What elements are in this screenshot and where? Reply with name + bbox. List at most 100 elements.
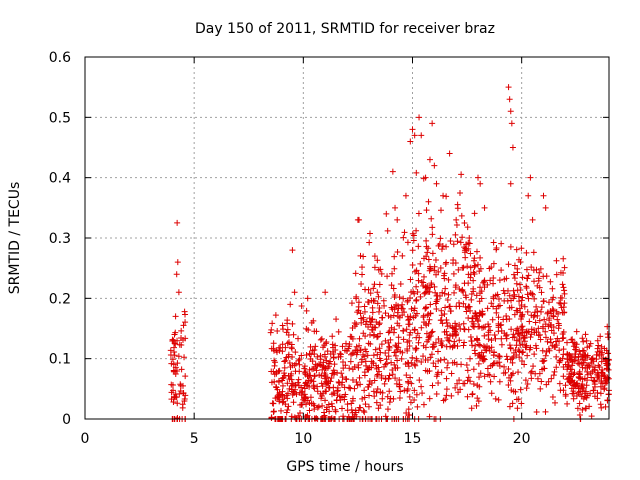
data-point: [579, 406, 586, 413]
data-point: [538, 378, 545, 385]
data-point: [373, 372, 380, 379]
data-point: [357, 252, 364, 259]
data-point: [328, 415, 335, 422]
data-point: [318, 380, 325, 387]
data-point: [413, 297, 420, 304]
data-point: [420, 312, 427, 319]
data-point: [401, 229, 408, 236]
data-point: [496, 277, 503, 284]
data-point: [373, 389, 380, 396]
data-point: [514, 287, 521, 294]
data-point: [418, 132, 425, 139]
data-point: [418, 324, 425, 331]
data-point: [443, 386, 450, 393]
data-point: [361, 394, 368, 401]
data-point: [470, 381, 477, 388]
data-point: [356, 404, 363, 411]
data-point: [391, 361, 398, 368]
data-point: [388, 324, 395, 331]
data-point: [305, 373, 312, 380]
data-point: [269, 320, 276, 327]
data-point: [357, 381, 364, 388]
data-point: [268, 414, 275, 421]
data-point: [597, 401, 604, 408]
data-point: [303, 307, 310, 314]
data-point: [568, 336, 575, 343]
data-point: [505, 261, 512, 268]
data-point: [326, 384, 333, 391]
data-point: [306, 407, 313, 414]
data-point: [355, 303, 362, 310]
data-point: [506, 292, 513, 299]
data-point: [170, 344, 177, 351]
data-point: [393, 380, 400, 387]
data-point: [587, 390, 594, 397]
data-point: [270, 408, 277, 415]
data-point: [414, 330, 421, 337]
data-point: [361, 372, 368, 379]
data-point: [325, 360, 332, 367]
data-point: [564, 350, 571, 357]
data-point: [413, 227, 420, 234]
data-point: [544, 310, 551, 317]
data-point: [532, 319, 539, 326]
data-point: [429, 231, 436, 238]
data-point: [417, 293, 424, 300]
data-point: [287, 301, 294, 308]
data-point: [296, 389, 303, 396]
data-point: [279, 399, 286, 406]
data-point: [506, 304, 513, 311]
data-point: [285, 403, 292, 410]
data-point: [479, 324, 486, 331]
data-point: [574, 405, 581, 412]
data-point: [457, 239, 464, 246]
data-point: [541, 316, 548, 323]
data-point: [518, 301, 525, 308]
data-point: [568, 378, 575, 385]
data-point: [342, 375, 349, 382]
data-point: [571, 369, 578, 376]
data-point: [533, 303, 540, 310]
data-point: [510, 370, 517, 377]
data-point: [529, 291, 536, 298]
data-point: [409, 126, 416, 133]
data-point: [328, 400, 335, 407]
data-point: [461, 380, 468, 387]
data-point: [527, 369, 534, 376]
data-point: [386, 372, 393, 379]
data-point: [277, 407, 284, 414]
data-point: [472, 350, 479, 357]
data-point: [168, 396, 175, 403]
data-point: [284, 407, 291, 414]
data-point: [531, 309, 538, 316]
data-point: [306, 366, 313, 373]
data-point: [542, 204, 549, 211]
data-point: [365, 340, 372, 347]
data-point: [385, 339, 392, 346]
data-point: [518, 324, 525, 331]
data-point: [404, 345, 411, 352]
data-point: [400, 328, 407, 335]
data-point: [354, 309, 361, 316]
data-point: [369, 316, 376, 323]
data-point: [598, 349, 605, 356]
data-point: [172, 341, 179, 348]
x-tick-label: 0: [81, 431, 90, 447]
data-point: [170, 387, 177, 394]
data-point: [420, 401, 427, 408]
data-point: [329, 403, 336, 410]
data-point: [337, 353, 344, 360]
data-point: [277, 344, 284, 351]
data-point: [472, 342, 479, 349]
data-point: [481, 278, 488, 285]
data-point: [418, 279, 425, 286]
data-point: [314, 353, 321, 360]
data-point: [451, 342, 458, 349]
data-point: [413, 267, 420, 274]
data-point: [584, 352, 591, 359]
data-point: [466, 235, 473, 241]
data-point: [514, 405, 521, 412]
data-point: [422, 344, 429, 351]
data-point: [579, 364, 586, 371]
data-point: [570, 388, 577, 395]
